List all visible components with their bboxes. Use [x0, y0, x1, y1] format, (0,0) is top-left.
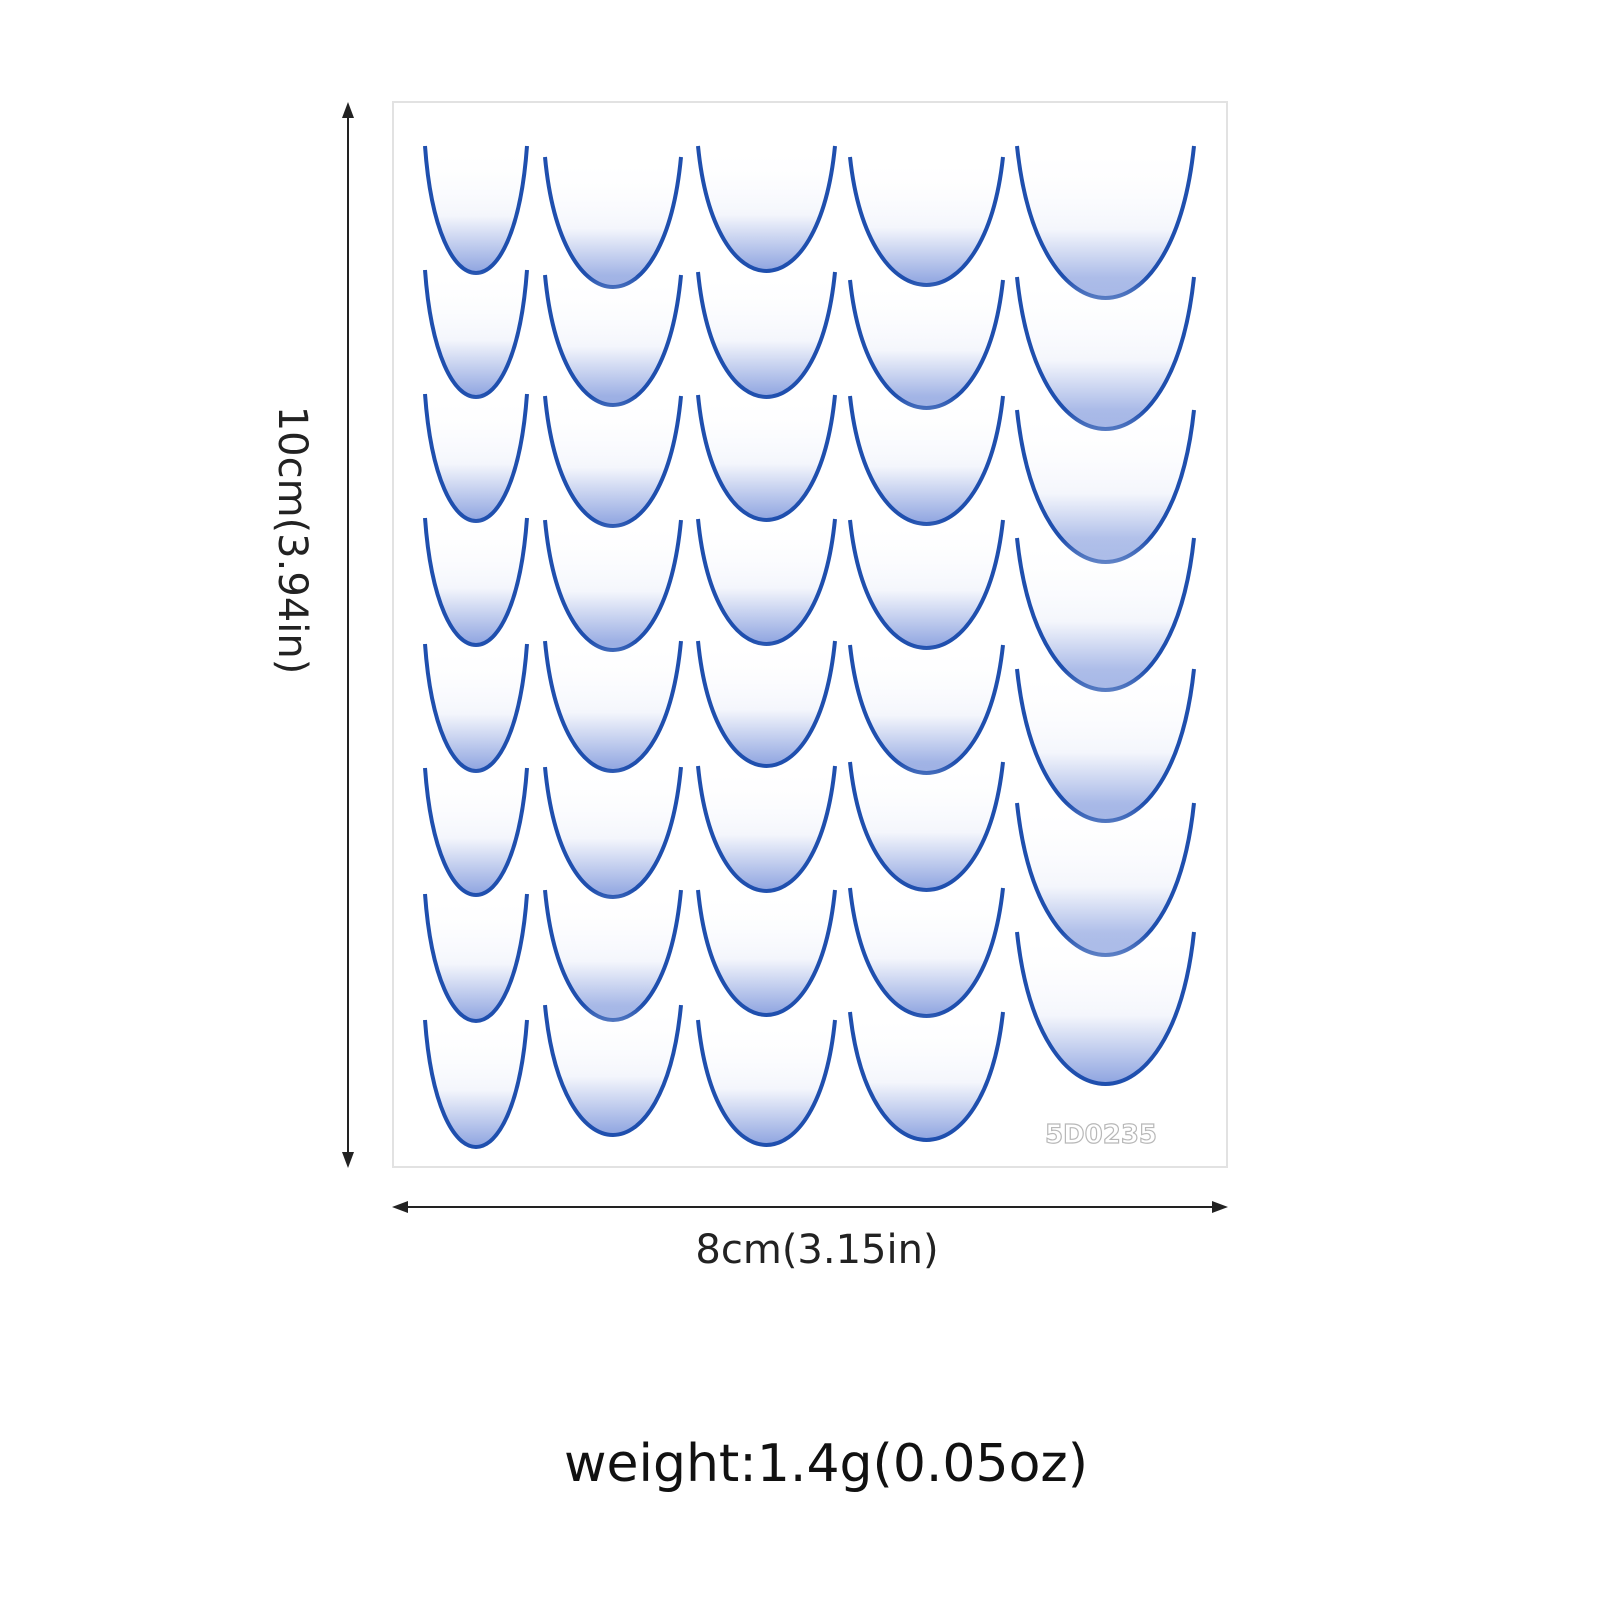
sheet-code: 5D0235	[1045, 1120, 1157, 1150]
sticker-fill	[425, 394, 527, 521]
sticker-fill	[425, 518, 527, 645]
sticker-outline	[696, 145, 837, 273]
sticker-fill	[850, 157, 1003, 285]
sticker-outline	[1015, 931, 1196, 1086]
sticker-fill	[545, 767, 681, 897]
sticker-fill	[850, 396, 1003, 524]
sticker-fill	[698, 146, 835, 271]
height-label: 10cm(3.94in)	[269, 406, 315, 675]
sticker-fill	[545, 641, 681, 771]
nail-tip-stickers	[423, 145, 1196, 1149]
sticker-fill	[698, 766, 835, 891]
sticker-fill	[425, 894, 527, 1021]
sticker-fill	[850, 520, 1003, 648]
sticker-fill	[1017, 410, 1194, 562]
sticker-fill	[1017, 932, 1194, 1084]
sticker-outline	[543, 1004, 683, 1137]
sticker-fill	[1017, 803, 1194, 955]
sticker-outline	[696, 889, 837, 1017]
sticker-outline	[423, 1019, 529, 1149]
sticker-fill	[545, 520, 681, 650]
sticker-outline	[696, 1019, 837, 1147]
sticker-outline	[848, 1011, 1005, 1142]
width-label: 8cm(3.15in)	[695, 1227, 938, 1273]
sticker-fill	[425, 146, 527, 273]
sticker-fill	[425, 270, 527, 397]
sticker-fill	[850, 888, 1003, 1016]
sticker-fill	[698, 890, 835, 1015]
sticker-fill	[545, 275, 681, 405]
sticker-fill	[1017, 277, 1194, 429]
sticker-fill	[425, 1020, 527, 1147]
sticker-fill	[545, 396, 681, 526]
sticker-fill	[850, 1012, 1003, 1140]
sticker-fill	[850, 280, 1003, 408]
sticker-fill	[1017, 538, 1194, 690]
sticker-fill	[545, 890, 681, 1020]
sticker-fill	[850, 645, 1003, 773]
sticker-fill	[698, 395, 835, 520]
weight-label: weight:1.4g(0.05oz)	[564, 1434, 1088, 1494]
sticker-fill	[698, 272, 835, 397]
sticker-fill	[545, 157, 681, 287]
sticker-fill	[698, 641, 835, 766]
sticker-fill	[1017, 669, 1194, 821]
sticker-fill	[425, 768, 527, 895]
sticker-outline	[696, 640, 837, 768]
sticker-fill	[1017, 146, 1194, 298]
sticker-fill	[425, 644, 527, 771]
sticker-fill	[850, 762, 1003, 890]
sticker-fill	[698, 519, 835, 644]
sticker-fill	[698, 1020, 835, 1145]
sticker-fill	[545, 1005, 681, 1135]
